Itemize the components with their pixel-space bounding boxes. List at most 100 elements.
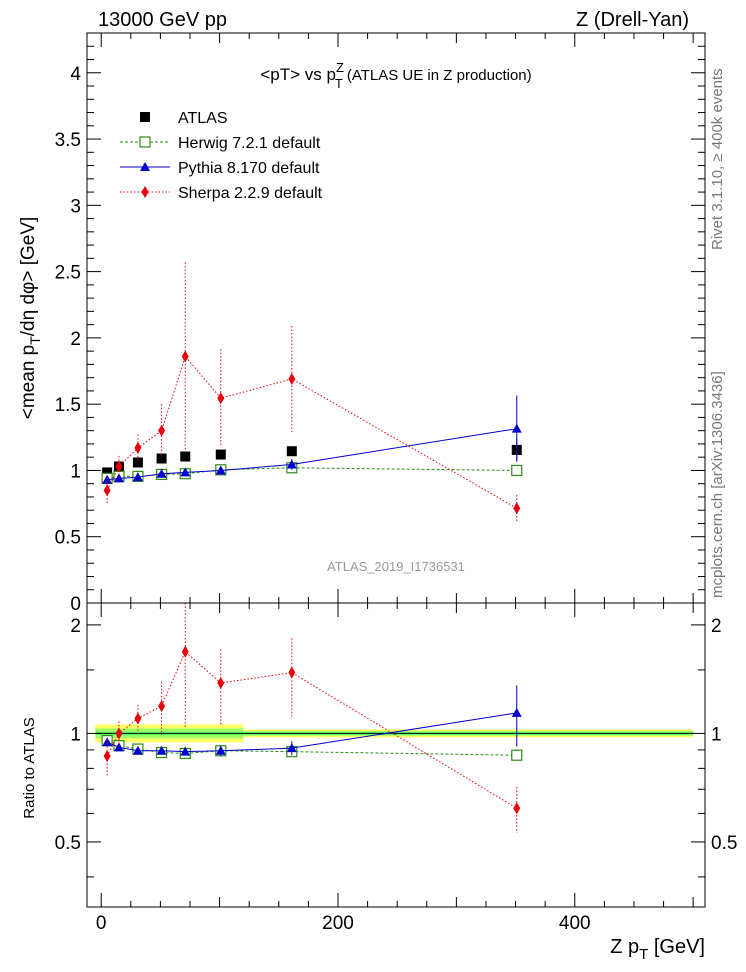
data-point <box>156 745 167 755</box>
y-tick-label: 2 <box>70 329 81 350</box>
rivet-label: Rivet 3.1.10, ≥ 400k events <box>709 68 726 250</box>
legend-marker <box>141 186 149 198</box>
ratio-axes: 0 200 400 0.5 0.5 1 1 2 2 <box>55 602 737 934</box>
xlabel-rest: [GeV] <box>648 936 705 958</box>
main-ylabel: <mean pT/dη dφ> [GeV] <box>18 217 43 420</box>
data-point <box>513 502 521 515</box>
ratio-reference-band <box>95 724 694 743</box>
data-point <box>181 645 189 658</box>
legend-item: Herwig 7.2.1 default <box>120 135 321 152</box>
data-point <box>134 712 142 725</box>
title-sup: Z <box>336 60 344 75</box>
y-tick-label: 1 <box>70 724 81 745</box>
title-sub: T <box>335 76 343 91</box>
xlabel-sub: T <box>639 946 648 963</box>
x-tick-label: 400 <box>559 913 591 934</box>
ratio-series-layer <box>101 603 523 833</box>
data-point <box>113 473 124 483</box>
ylabel-rest: /dη dφ> [GeV] <box>18 217 39 337</box>
legend-marker <box>140 112 150 122</box>
legend-marker <box>140 162 150 171</box>
y-tick-label: 0.5 <box>55 833 81 854</box>
series-line <box>106 650 518 809</box>
legend-label: ATLAS <box>178 110 228 127</box>
data-point <box>103 750 111 763</box>
legend-item: Pythia 8.170 default <box>120 160 320 177</box>
y-tick-label: 3.5 <box>55 130 81 151</box>
data-point <box>215 449 226 460</box>
main-series-layer <box>101 262 523 522</box>
y-tick-label-right: 0.5 <box>711 833 737 854</box>
legend: ATLAS Herwig 7.2.1 default Pythia 8.170 de… <box>120 110 323 202</box>
data-point <box>511 707 522 717</box>
y-tick-label-right: 1 <box>711 724 722 745</box>
data-point <box>286 446 297 457</box>
data-point <box>156 453 167 464</box>
data-point <box>102 474 113 484</box>
series-pythia-8-170-default <box>102 395 522 484</box>
data-point <box>180 746 191 756</box>
title-part: <pT> vs p <box>260 65 336 84</box>
data-point <box>511 464 523 477</box>
ratio-ylabel: Ratio to ATLAS <box>21 717 38 818</box>
series-line <box>106 740 517 756</box>
ylabel-part: <mean p <box>18 345 39 419</box>
data-point <box>158 424 166 437</box>
xlabel: Z pT [GeV] <box>610 936 705 963</box>
y-tick-label: 0 <box>70 594 81 615</box>
data-point <box>103 484 111 497</box>
data-point <box>288 666 296 679</box>
x-tick-label: 200 <box>322 913 354 934</box>
data-point <box>132 472 143 482</box>
data-point <box>102 467 113 478</box>
main-axes: 0 0.5 1 1.5 2 2.5 3 3.5 4 <box>55 32 706 615</box>
data-point <box>511 423 522 433</box>
data-point <box>113 742 124 752</box>
data-point <box>180 451 191 462</box>
series-line <box>107 428 517 481</box>
y-tick-label: 1.5 <box>55 395 81 416</box>
mcplots-label: mcplots.cern.ch [arXiv:1306.3436] <box>709 371 726 598</box>
axes-frame <box>86 602 706 908</box>
legend-item: ATLAS <box>140 110 228 127</box>
data-point <box>513 802 521 815</box>
header-left: 13000 GeV pp <box>98 9 227 31</box>
xlabel-part: Z p <box>610 936 639 958</box>
series-line <box>106 712 517 753</box>
series-sherpa-2-2-9-default <box>103 603 521 833</box>
data-point <box>134 441 142 454</box>
data-point <box>215 745 226 755</box>
analysis-watermark: ATLAS_2019_I1736531 <box>327 559 465 574</box>
data-point <box>132 745 143 755</box>
legend-item: Sherpa 2.2.9 default <box>120 185 323 202</box>
data-point <box>181 350 189 363</box>
data-point <box>115 460 123 473</box>
y-tick-label: 2.5 <box>55 263 81 284</box>
header-right: Z (Drell-Yan) <box>576 9 689 31</box>
data-point <box>215 465 226 475</box>
data-point <box>286 743 297 753</box>
data-point <box>180 467 191 477</box>
data-point <box>132 457 143 468</box>
y-tick-label: 1 <box>70 461 81 482</box>
y-tick-label: 3 <box>70 196 81 217</box>
x-tick-label: 0 <box>96 913 107 934</box>
series-pythia-8-170-default <box>102 685 522 757</box>
data-point <box>158 700 166 713</box>
y-tick-label: 4 <box>70 64 81 85</box>
data-point <box>511 749 523 761</box>
legend-label: Sherpa 2.2.9 default <box>178 185 323 202</box>
legend-label: Pythia 8.170 default <box>178 160 320 177</box>
series-sherpa-2-2-9-default <box>103 262 521 522</box>
data-point <box>217 676 225 689</box>
title-rest: (ATLAS UE in Z production) <box>347 67 532 84</box>
legend-marker <box>139 136 151 148</box>
data-point <box>217 392 225 405</box>
legend-label: Herwig 7.2.1 default <box>178 135 321 152</box>
y-tick-label: 0.5 <box>55 528 81 549</box>
ylabel-sub: T <box>27 336 43 345</box>
data-point <box>115 727 123 740</box>
y-tick-label: 2 <box>70 616 81 637</box>
data-point <box>156 468 167 478</box>
